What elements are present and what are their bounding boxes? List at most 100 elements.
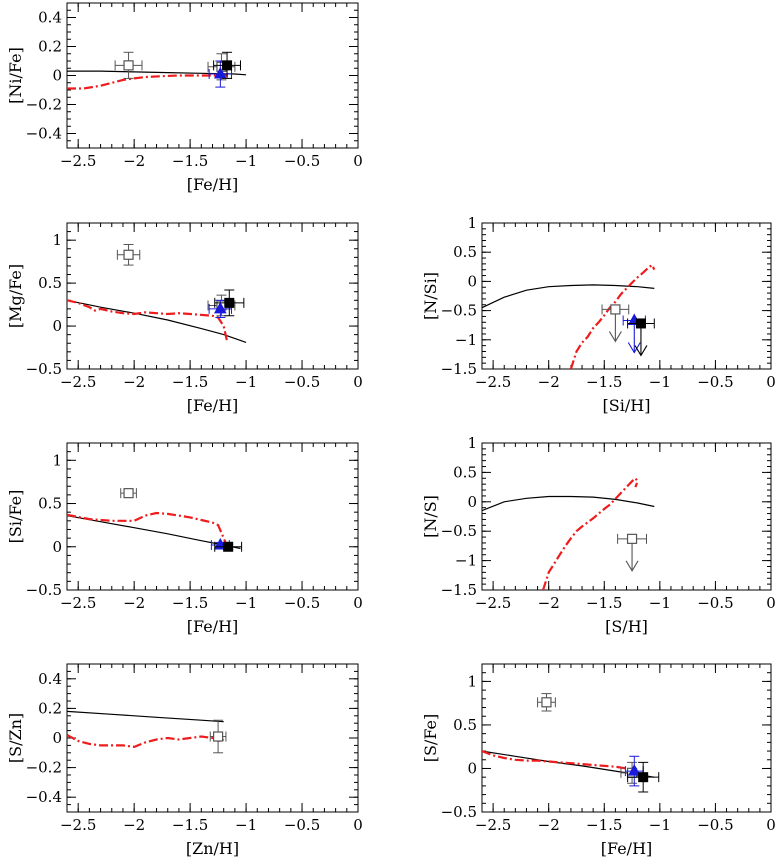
- y-axis-label: [S/Zn]: [6, 713, 25, 763]
- x-tick-label: −2.5: [60, 152, 96, 170]
- y-tick-label: −0.2: [26, 96, 62, 114]
- plot-area: [482, 476, 655, 590]
- x-tick-label: −1: [235, 373, 257, 391]
- x-tick-label: −2: [123, 152, 145, 170]
- x-axis-label: [S/H]: [605, 617, 648, 636]
- data-point-open-square: [120, 488, 137, 499]
- x-tick-label: 0: [766, 816, 776, 834]
- x-tick-label: −0.5: [284, 373, 320, 391]
- x-tick-label: 0: [353, 152, 363, 170]
- y-tick-label: 0.4: [38, 670, 62, 688]
- y-tick-label: −0.5: [441, 302, 477, 320]
- y-tick-label: −0.5: [441, 522, 477, 540]
- y-tick-label: 0.5: [38, 274, 62, 292]
- x-tick-label: −2.5: [475, 816, 511, 834]
- y-axis-label: [Mg/Fe]: [6, 264, 25, 328]
- y-tick-label: 0: [52, 729, 62, 747]
- x-tick-label: −2.5: [475, 373, 511, 391]
- y-axis-label: [N/Si]: [421, 272, 440, 320]
- data-point-open-square: [116, 243, 141, 266]
- y-tick-label: 0.5: [38, 495, 62, 513]
- panel-1: −2.5 −2 −1.5 −1 −0.5 0 −0.4 −0.2 0 0.2 0.4 [Fe/H] [N…: [6, 2, 363, 194]
- x-tick-label: −2.5: [475, 594, 511, 612]
- model-line-dashdot: [569, 263, 656, 369]
- model-line-solid: [67, 710, 224, 723]
- x-axis-label: [Fe/H]: [187, 175, 239, 194]
- y-tick-label: −0.5: [26, 360, 62, 378]
- x-tick-label: −1: [235, 594, 257, 612]
- model-line-solid: [67, 70, 247, 76]
- plot-frame: [481, 663, 772, 813]
- x-tick-label: −0.5: [284, 152, 320, 170]
- y-tick-label: 0.2: [38, 38, 62, 56]
- y-tick-label: 0.5: [453, 716, 477, 734]
- x-tick-label: −2: [123, 816, 145, 834]
- data-point-filled-square: [627, 318, 655, 357]
- x-axis-label: [Zn/H]: [186, 839, 239, 858]
- y-tick-label: 0.5: [453, 243, 477, 261]
- y-tick-label: 0: [467, 493, 477, 511]
- y-tick-label: −1: [455, 331, 477, 349]
- panel-6: −2.5 −2 −1.5 −1 −0.5 0 −0.4 −0.2 0 0.2 0.4 [Zn/H] [S…: [6, 663, 363, 858]
- x-tick-label: −0.5: [284, 816, 320, 834]
- data-point-filled-square: [214, 289, 245, 317]
- y-tick-label: 0: [52, 317, 62, 335]
- y-tick-label: −1: [455, 552, 477, 570]
- x-tick-label: −2: [538, 373, 560, 391]
- x-tick-label: −2.5: [60, 373, 96, 391]
- plot-frame: [66, 2, 359, 149]
- plot-frame: [66, 442, 359, 591]
- model-line-dashdot: [67, 734, 224, 749]
- x-tick-label: −1.5: [172, 816, 208, 834]
- y-tick-label: 1: [52, 231, 62, 249]
- plot-area: [67, 488, 243, 552]
- x-tick-label: 0: [353, 594, 363, 612]
- x-axis-label: [Fe/H]: [187, 396, 239, 415]
- y-tick-label: −0.5: [441, 803, 477, 821]
- data-point-filled-square: [213, 51, 241, 79]
- model-line-solid: [482, 495, 655, 512]
- x-tick-label: −1: [649, 816, 671, 834]
- y-tick-label: 1: [467, 672, 477, 690]
- plot-area: [482, 263, 656, 369]
- y-tick-label: −1.5: [441, 581, 477, 599]
- x-tick-label: −0.5: [697, 373, 733, 391]
- panel-4: −2.5 −2 −1.5 −1 −0.5 0 −0.5 0 0.5 1 [Fe/H] [Si/Fe]: [6, 442, 363, 636]
- y-tick-label: 0.5: [453, 463, 477, 481]
- x-tick-label: 0: [353, 816, 363, 834]
- y-tick-label: 1: [52, 451, 62, 469]
- x-tick-label: −1: [235, 152, 257, 170]
- x-tick-label: 0: [766, 373, 776, 391]
- y-tick-label: 1: [467, 434, 477, 452]
- x-axis-label: [Si/H]: [603, 396, 651, 415]
- model-line-dashdot: [542, 476, 639, 590]
- data-point-filled-square: [214, 541, 243, 552]
- x-tick-label: 0: [766, 594, 776, 612]
- x-tick-label: −2: [538, 594, 560, 612]
- y-tick-label: 0: [467, 272, 477, 290]
- model-line-dashdot: [67, 299, 229, 342]
- x-tick-label: −1.5: [172, 594, 208, 612]
- plot-area: [67, 243, 247, 343]
- x-tick-label: −1: [235, 816, 257, 834]
- x-tick-label: −2.5: [60, 816, 96, 834]
- model-line-solid: [482, 284, 655, 309]
- y-tick-label: 0.2: [38, 699, 62, 717]
- data-point-filled-square: [627, 761, 660, 793]
- y-tick-label: 1: [467, 214, 477, 232]
- x-tick-label: 0: [353, 373, 363, 391]
- y-tick-label: −0.5: [26, 581, 62, 599]
- x-tick-label: −1.5: [586, 816, 622, 834]
- data-point-open-square: [209, 719, 227, 754]
- x-tick-label: −1.5: [586, 594, 622, 612]
- panel-3: −2.5 −2 −1.5 −1 −0.5 0 −1.5 −1 −0.5 0 0.5 1 [Si/H] [N…: [421, 214, 776, 415]
- y-axis-label: [S/Fe]: [421, 714, 440, 763]
- x-tick-label: −0.5: [697, 816, 733, 834]
- y-tick-label: 0: [467, 759, 477, 777]
- y-axis-label: [Si/Fe]: [6, 490, 25, 544]
- data-point-open-square: [601, 304, 630, 343]
- x-tick-label: −2: [123, 373, 145, 391]
- plot-frame: [481, 222, 772, 370]
- plot-frame: [481, 442, 772, 591]
